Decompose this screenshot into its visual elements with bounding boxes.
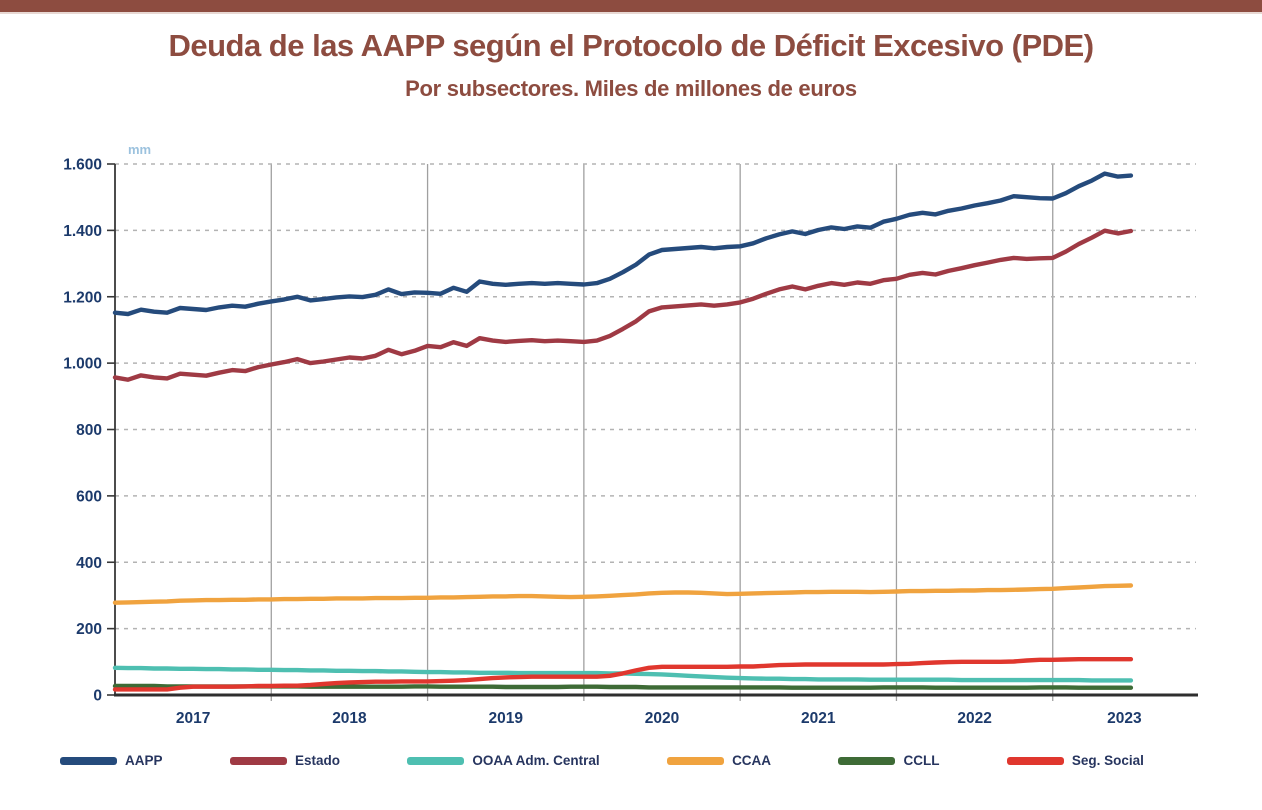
legend-label: CCAA [732, 753, 772, 768]
y-tick-label: 1.400 [63, 223, 102, 240]
series-line-seg-social [112, 657, 1134, 692]
legend-label: CCLL [903, 753, 940, 768]
legend-label: AAPP [125, 753, 163, 768]
y-tick-label: 600 [76, 488, 102, 505]
y-tick-label: 400 [76, 555, 102, 572]
legend-item-aapp: AAPP [60, 753, 163, 768]
legend-item-ooaa-adm-central: OOAA Adm. Central [407, 753, 600, 768]
top-accent-bar [0, 0, 1262, 14]
y-tick-label: 1.200 [63, 289, 102, 306]
chart-subtitle: Por subsectores. Miles de millones de eu… [405, 76, 857, 101]
y-tick-label: 0 [93, 688, 102, 705]
y-tick-label: 1.600 [63, 157, 102, 174]
y-tick-label: 800 [76, 422, 102, 439]
chart-title: Deuda de las AAPP según el Protocolo de … [168, 28, 1094, 63]
series-line-ccaa [112, 583, 1134, 605]
series-line-estado [112, 228, 1134, 382]
x-year-label: 2022 [957, 710, 991, 727]
x-year-label: 2021 [801, 710, 836, 727]
legend-swatch [229, 756, 287, 765]
x-year-label: 2017 [176, 710, 210, 727]
x-year-label: 2020 [645, 710, 679, 727]
legend-label: Seg. Social [1071, 753, 1144, 768]
legend-item-estado: Estado [229, 753, 340, 768]
y-axis-unit-label: mm [128, 142, 152, 157]
x-year-label: 2019 [488, 710, 523, 727]
y-tick-label: 200 [76, 621, 102, 638]
legend-item-seg-social: Seg. Social [1006, 753, 1144, 768]
legend-swatch [838, 756, 896, 765]
x-year-label: 2023 [1107, 710, 1142, 727]
legend-swatch [667, 756, 725, 765]
legend-item-ccll: CCLL [838, 753, 939, 768]
y-tick-label: 1.000 [63, 356, 102, 373]
legend-label: Estado [294, 753, 340, 768]
legend-swatch [60, 756, 117, 765]
legend-swatch [407, 756, 465, 765]
legend-label: OOAA Adm. Central [472, 753, 600, 768]
series-line-aapp [112, 171, 1134, 317]
legend-swatch [1006, 756, 1064, 765]
x-year-label: 2018 [332, 710, 367, 727]
chart-legend: AAPP Estado OOAA Adm. Central CCAA CCLL Seg. … [0, 753, 1262, 768]
legend-item-ccaa: CCAA [667, 753, 771, 768]
